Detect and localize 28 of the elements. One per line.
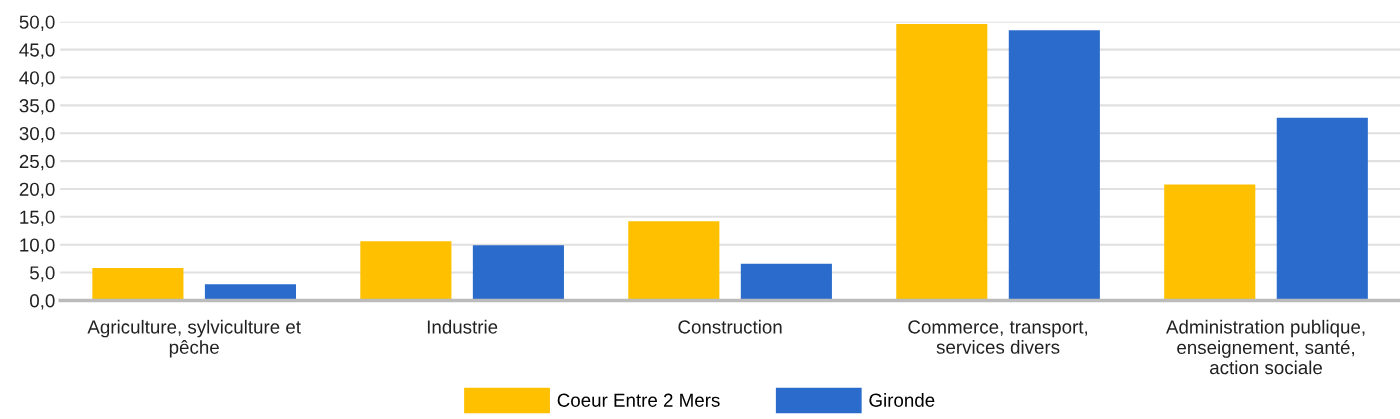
y-tick-label: 50,0 bbox=[19, 15, 55, 31]
y-tick-label: 15,0 bbox=[20, 210, 55, 227]
bar bbox=[472, 245, 564, 301]
x-tick-label: Administration publique, enseignement, santé, action sociale bbox=[1166, 319, 1365, 375]
x-tick-label: Industrie bbox=[427, 319, 498, 334]
y-tick-label: 40,0 bbox=[19, 71, 55, 87]
bar bbox=[896, 24, 988, 301]
x-tick-label: Commerce, transport, services divers bbox=[908, 320, 1088, 354]
y-tick-label: 20,0 bbox=[19, 182, 55, 199]
bar bbox=[360, 241, 452, 301]
y-tick-label: 10,0 bbox=[20, 238, 55, 254]
bar bbox=[204, 284, 296, 301]
bar bbox=[740, 263, 832, 301]
y-tick-label: 25,0 bbox=[19, 154, 55, 171]
legend-label: Gironde bbox=[869, 393, 935, 407]
bar bbox=[1164, 184, 1256, 301]
x-tick-label: Construction bbox=[678, 319, 782, 334]
bar bbox=[1276, 117, 1368, 301]
bar bbox=[628, 221, 720, 301]
legend-label: Coeur Entre 2 Mers bbox=[557, 393, 720, 407]
y-tick-label: 35,0 bbox=[19, 99, 55, 115]
y-tick-label: 0,0 bbox=[30, 294, 55, 310]
y-tick-label: 30,0 bbox=[19, 126, 55, 143]
bar bbox=[1008, 30, 1100, 301]
y-tick-label: 5,0 bbox=[30, 266, 55, 282]
bar bbox=[92, 268, 184, 301]
y-tick-label: 45,0 bbox=[19, 43, 55, 59]
x-tick-label: Agriculture, sylviculture et pêche bbox=[87, 319, 301, 358]
